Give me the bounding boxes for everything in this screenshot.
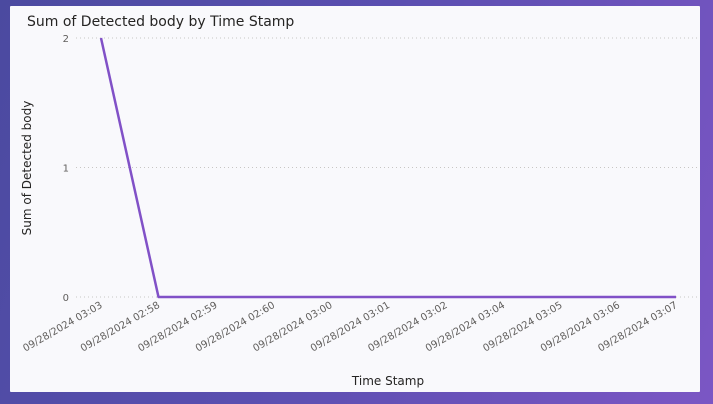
y-tick-label: 2 <box>63 34 69 45</box>
chart-card: Sum of Detected body by Time Stamp <box>10 6 700 392</box>
series-line[interactable] <box>99 37 676 299</box>
series-lines <box>99 37 676 299</box>
y-tick-label: 0 <box>63 293 69 304</box>
x-axis-label: Time Stamp <box>351 374 424 388</box>
y-tick-label: 1 <box>63 164 69 175</box>
chart-title: Sum of Detected body by Time Stamp <box>27 14 295 30</box>
y-axis-label: Sum of Detected body <box>20 101 34 236</box>
gridlines <box>76 37 700 298</box>
y-axis-ticks: 0 1 2 <box>63 34 69 304</box>
